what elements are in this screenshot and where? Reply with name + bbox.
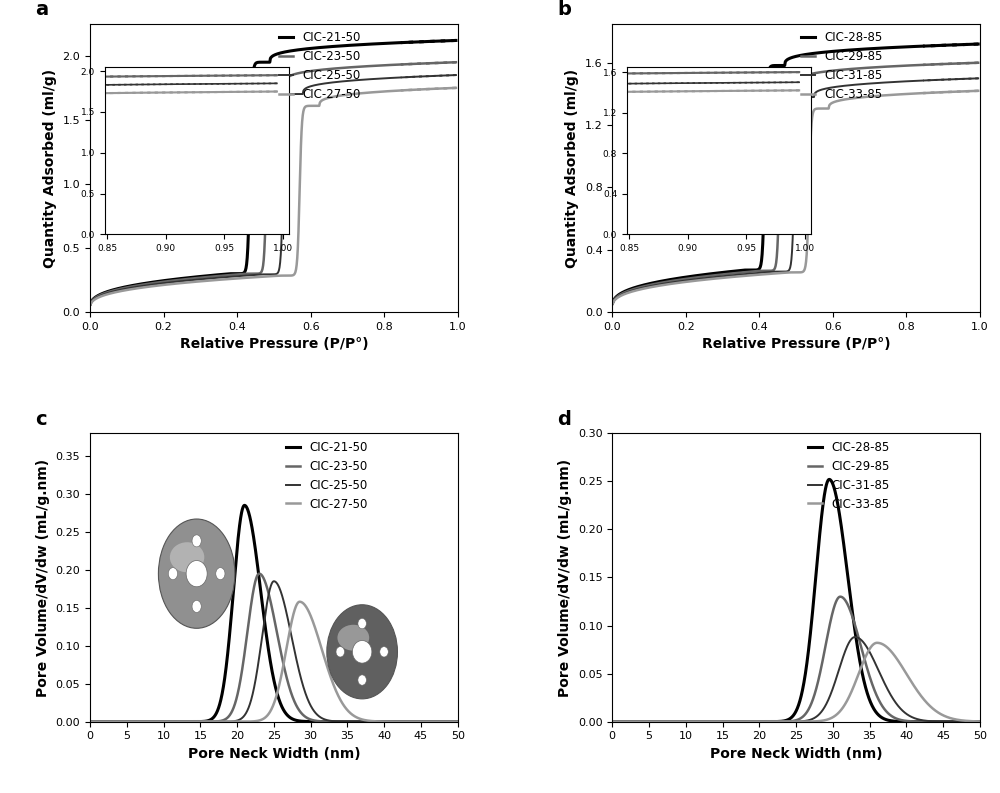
Ellipse shape <box>352 641 372 663</box>
Legend: CIC-21-50, CIC-23-50, CIC-25-50, CIC-27-50: CIC-21-50, CIC-23-50, CIC-25-50, CIC-27-… <box>281 436 373 515</box>
Ellipse shape <box>327 605 397 699</box>
Text: a: a <box>35 0 48 19</box>
Ellipse shape <box>192 534 201 547</box>
Y-axis label: Quantity Adsorbed (ml/g): Quantity Adsorbed (ml/g) <box>565 68 579 267</box>
Ellipse shape <box>158 519 235 628</box>
X-axis label: Pore Neck Width (nm): Pore Neck Width (nm) <box>188 747 360 761</box>
Ellipse shape <box>216 568 225 580</box>
Legend: CIC-28-85, CIC-29-85, CIC-31-85, CIC-33-85: CIC-28-85, CIC-29-85, CIC-31-85, CIC-33-… <box>796 27 888 105</box>
Legend: CIC-21-50, CIC-23-50, CIC-25-50, CIC-27-50: CIC-21-50, CIC-23-50, CIC-25-50, CIC-27-… <box>274 27 365 105</box>
Ellipse shape <box>170 542 204 573</box>
Ellipse shape <box>192 600 201 612</box>
Y-axis label: Quantity Adsorbed (ml/g): Quantity Adsorbed (ml/g) <box>43 68 57 267</box>
Ellipse shape <box>168 568 178 580</box>
Ellipse shape <box>358 675 366 685</box>
Ellipse shape <box>186 561 207 587</box>
Text: b: b <box>557 0 571 19</box>
X-axis label: Relative Pressure (P/P°): Relative Pressure (P/P°) <box>180 338 368 351</box>
Ellipse shape <box>380 646 388 657</box>
Ellipse shape <box>337 625 369 650</box>
Text: d: d <box>557 410 571 428</box>
Ellipse shape <box>336 646 344 657</box>
Y-axis label: Pore Volume/dV/dw (mL/g.nm): Pore Volume/dV/dw (mL/g.nm) <box>558 458 572 696</box>
X-axis label: Pore Neck Width (nm): Pore Neck Width (nm) <box>710 747 882 761</box>
Y-axis label: Pore Volume/dV/dw (mL/g.nm): Pore Volume/dV/dw (mL/g.nm) <box>36 458 50 696</box>
Text: c: c <box>35 410 46 428</box>
Ellipse shape <box>358 619 366 629</box>
Legend: CIC-28-85, CIC-29-85, CIC-31-85, CIC-33-85: CIC-28-85, CIC-29-85, CIC-31-85, CIC-33-… <box>803 436 895 515</box>
X-axis label: Relative Pressure (P/P°): Relative Pressure (P/P°) <box>702 338 890 351</box>
